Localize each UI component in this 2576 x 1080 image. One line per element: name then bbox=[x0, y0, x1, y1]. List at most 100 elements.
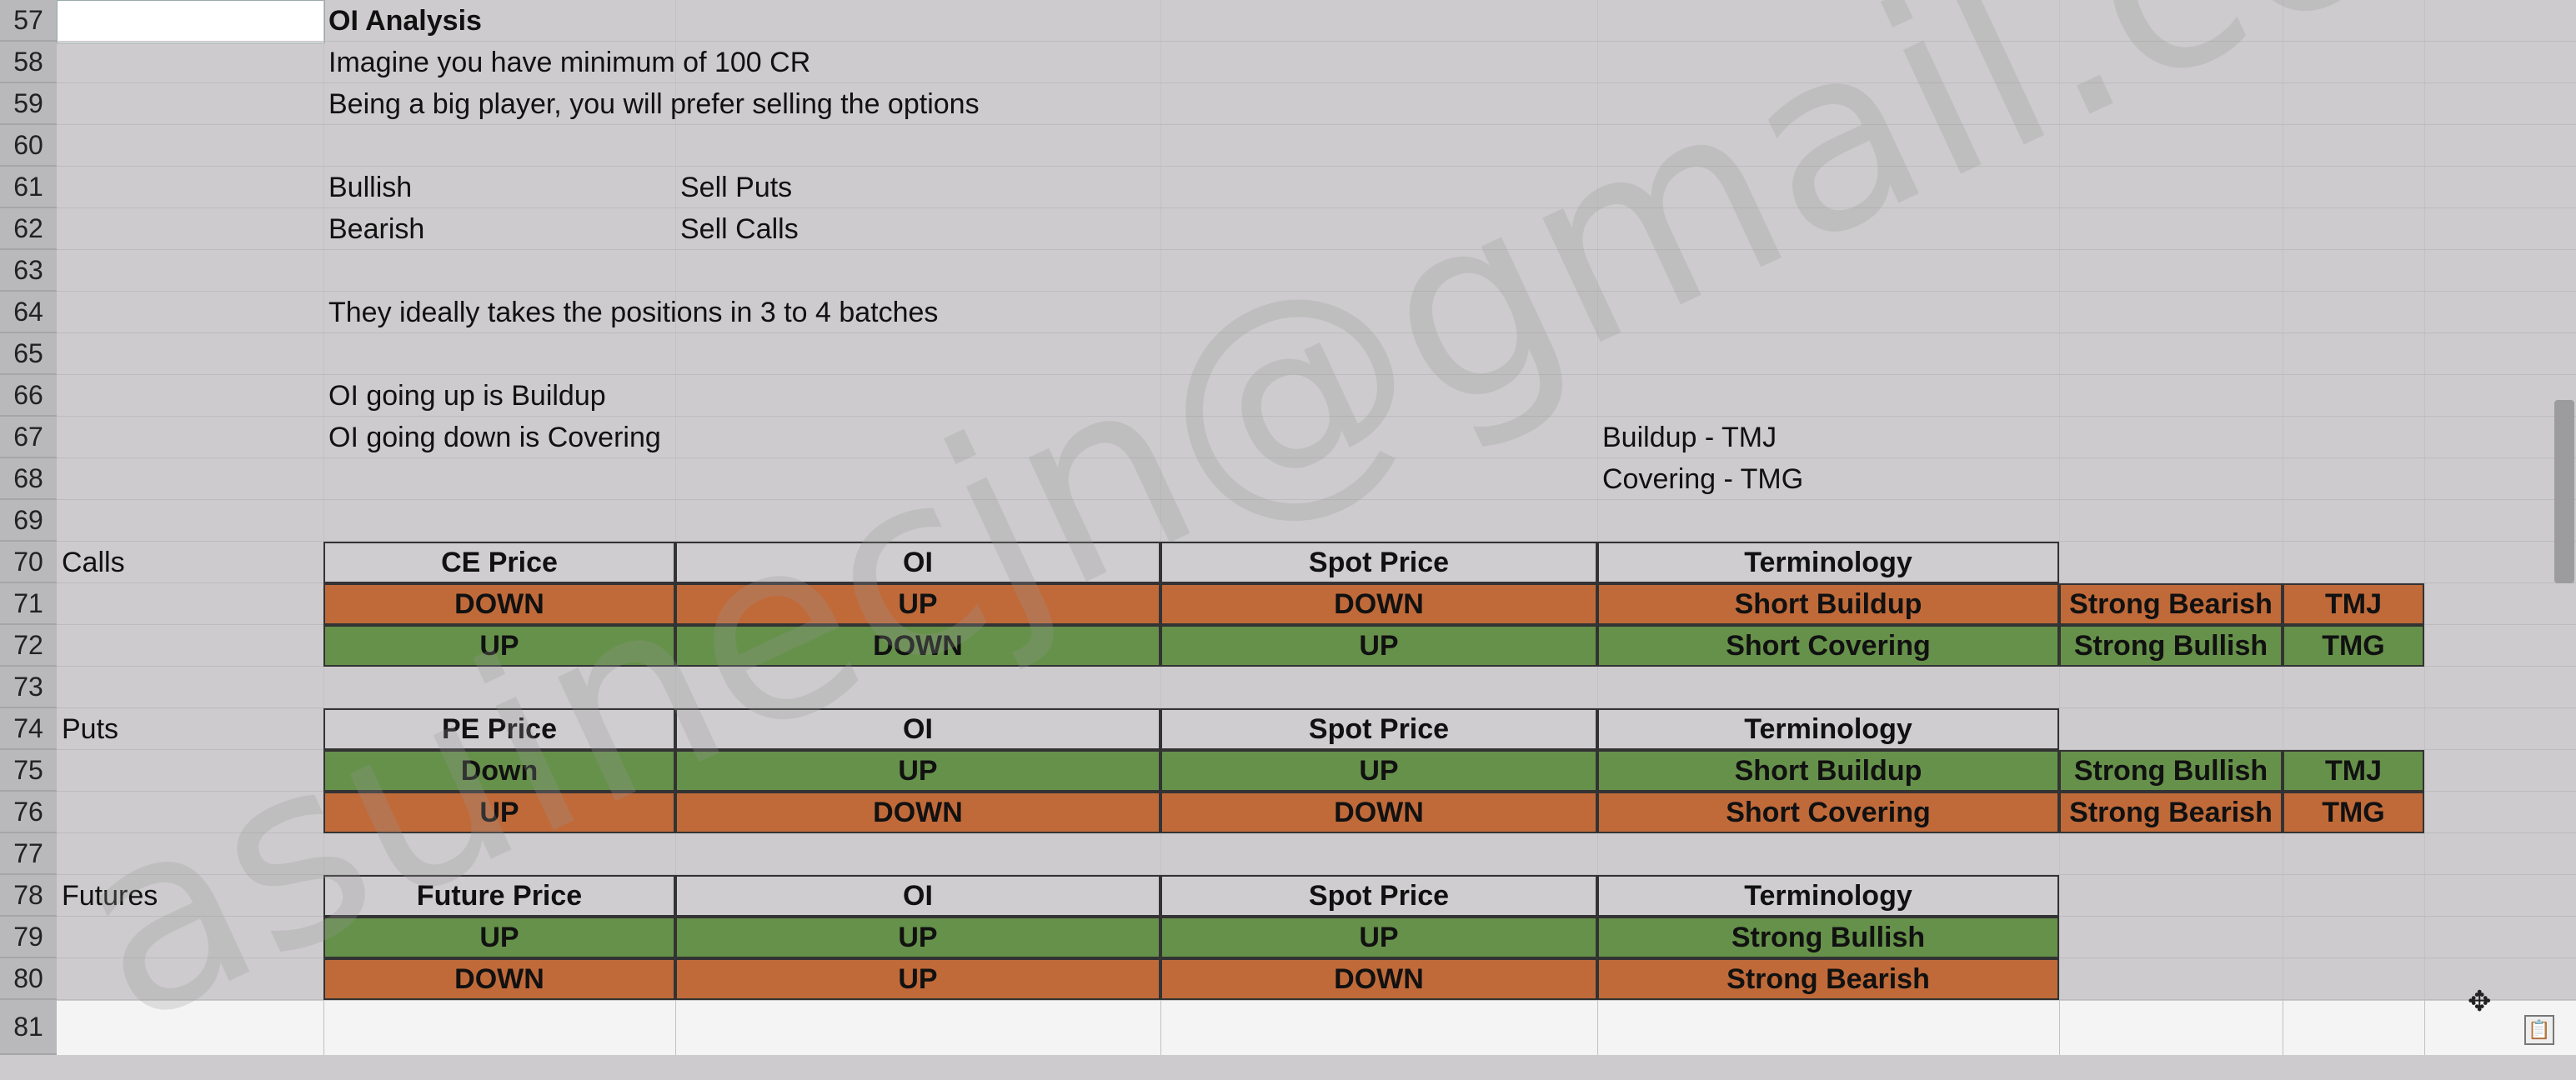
section-title[interactable]: OI Analysis bbox=[328, 4, 482, 37]
table-cell[interactable]: TMG bbox=[2283, 625, 2424, 667]
table-header-cell[interactable]: PE Price bbox=[323, 708, 675, 750]
row-header[interactable]: 58 bbox=[0, 42, 57, 83]
note-text[interactable]: Bearish bbox=[328, 212, 425, 245]
table-cell[interactable]: Short Buildup bbox=[1597, 583, 2059, 625]
table-header-cell[interactable]: Terminology bbox=[1597, 875, 2059, 917]
table-cell[interactable]: Strong Bullish bbox=[1597, 917, 2059, 958]
note-text[interactable]: Sell Puts bbox=[680, 171, 793, 203]
table-header-cell[interactable]: Spot Price bbox=[1160, 875, 1597, 917]
selected-cell[interactable] bbox=[57, 0, 325, 43]
table-cell[interactable]: UP bbox=[675, 958, 1160, 1000]
table-cell[interactable]: DOWN bbox=[323, 958, 675, 1000]
futures-label[interactable]: Futures bbox=[62, 879, 158, 912]
table-cell[interactable]: UP bbox=[323, 625, 675, 667]
column-gridline bbox=[323, 0, 324, 1055]
row-header[interactable]: 80 bbox=[0, 958, 57, 1000]
row-header[interactable]: 75 bbox=[0, 750, 57, 792]
table-cell[interactable]: DOWN bbox=[1160, 792, 1597, 833]
row-header[interactable]: 59 bbox=[0, 83, 57, 125]
table-cell[interactable]: UP bbox=[1160, 750, 1597, 792]
note-text[interactable]: Bullish bbox=[328, 171, 413, 203]
row-header[interactable]: 70 bbox=[0, 542, 57, 583]
puts-label[interactable]: Puts bbox=[62, 712, 119, 745]
row-header[interactable]: 77 bbox=[0, 833, 57, 875]
table-cell[interactable]: DOWN bbox=[323, 583, 675, 625]
note-text[interactable]: OI going down is Covering bbox=[328, 421, 661, 453]
row-header[interactable]: 61 bbox=[0, 167, 57, 208]
note-text[interactable]: Buildup - TMJ bbox=[1602, 421, 1777, 453]
table-cell[interactable]: Short Covering bbox=[1597, 625, 2059, 667]
row-gridline bbox=[57, 167, 2576, 208]
note-text[interactable]: OI going up is Buildup bbox=[328, 379, 606, 412]
row-header[interactable]: 81 bbox=[0, 1000, 57, 1055]
table-header-cell[interactable]: OI bbox=[675, 542, 1160, 583]
last-row-area[interactable] bbox=[57, 1001, 2576, 1055]
table-cell[interactable]: UP bbox=[323, 917, 675, 958]
row-header[interactable]: 69 bbox=[0, 500, 57, 542]
row-header[interactable]: 73 bbox=[0, 667, 57, 708]
table-header-cell[interactable]: Spot Price bbox=[1160, 542, 1597, 583]
row-header[interactable]: 72 bbox=[0, 625, 57, 667]
table-header-cell[interactable]: Terminology bbox=[1597, 542, 2059, 583]
table-header-cell[interactable]: OI bbox=[675, 708, 1160, 750]
row-gridline bbox=[57, 250, 2576, 292]
table-cell[interactable]: UP bbox=[1160, 917, 1597, 958]
note-text[interactable]: Imagine you have minimum of 100 CR bbox=[328, 46, 811, 78]
paste-options-icon[interactable]: 📋 bbox=[2524, 1015, 2554, 1045]
row-header[interactable]: 74 bbox=[0, 708, 57, 750]
table-cell[interactable]: UP bbox=[675, 917, 1160, 958]
row-gridline bbox=[57, 500, 2576, 542]
row-header[interactable]: 60 bbox=[0, 125, 57, 167]
table-cell[interactable]: UP bbox=[323, 792, 675, 833]
table-cell[interactable]: Strong Bullish bbox=[2059, 750, 2283, 792]
row-header[interactable]: 64 bbox=[0, 292, 57, 333]
move-cursor-icon: ✥ bbox=[2468, 986, 2492, 1018]
row-header[interactable]: 76 bbox=[0, 792, 57, 833]
table-cell[interactable]: Strong Bearish bbox=[2059, 792, 2283, 833]
row-header[interactable]: 78 bbox=[0, 875, 57, 917]
table-cell[interactable]: Down bbox=[323, 750, 675, 792]
table-cell[interactable]: DOWN bbox=[675, 792, 1160, 833]
table-cell[interactable]: DOWN bbox=[1160, 958, 1597, 1000]
row-gridline bbox=[57, 333, 2576, 375]
note-text[interactable]: Sell Calls bbox=[680, 212, 799, 245]
table-header-cell[interactable]: Spot Price bbox=[1160, 708, 1597, 750]
row-header[interactable]: 66 bbox=[0, 375, 57, 417]
table-cell[interactable]: DOWN bbox=[675, 625, 1160, 667]
note-text[interactable]: They ideally takes the positions in 3 to… bbox=[328, 296, 939, 328]
column-gridline bbox=[1597, 0, 1598, 1055]
calls-label[interactable]: Calls bbox=[62, 546, 125, 578]
row-header[interactable]: 79 bbox=[0, 917, 57, 958]
row-header[interactable]: 62 bbox=[0, 208, 57, 250]
row-header[interactable]: 71 bbox=[0, 583, 57, 625]
row-header[interactable]: 65 bbox=[0, 333, 57, 375]
note-text[interactable]: Covering - TMG bbox=[1602, 462, 1804, 495]
table-cell[interactable]: Strong Bullish bbox=[2059, 625, 2283, 667]
table-cell[interactable]: UP bbox=[1160, 625, 1597, 667]
table-header-cell[interactable]: OI bbox=[675, 875, 1160, 917]
column-gridline bbox=[2059, 0, 2060, 1055]
table-header-cell[interactable]: Terminology bbox=[1597, 708, 2059, 750]
table-cell[interactable]: Short Buildup bbox=[1597, 750, 2059, 792]
table-cell[interactable]: Short Covering bbox=[1597, 792, 2059, 833]
table-header-cell[interactable]: CE Price bbox=[323, 542, 675, 583]
row-gridline bbox=[57, 83, 2576, 125]
row-gridline bbox=[57, 292, 2576, 333]
table-cell[interactable]: DOWN bbox=[1160, 583, 1597, 625]
row-header[interactable]: 63 bbox=[0, 250, 57, 292]
row-header[interactable]: 67 bbox=[0, 417, 57, 458]
table-cell[interactable]: TMJ bbox=[2283, 583, 2424, 625]
table-cell[interactable]: TMG bbox=[2283, 792, 2424, 833]
note-text[interactable]: Being a big player, you will prefer sell… bbox=[328, 88, 980, 120]
vertical-scrollbar[interactable] bbox=[2554, 400, 2574, 583]
column-gridline bbox=[675, 0, 676, 1055]
table-cell[interactable]: TMJ bbox=[2283, 750, 2424, 792]
table-cell[interactable]: UP bbox=[675, 583, 1160, 625]
table-header-cell[interactable]: Future Price bbox=[323, 875, 675, 917]
row-header[interactable]: 68 bbox=[0, 458, 57, 500]
table-cell[interactable]: Strong Bearish bbox=[2059, 583, 2283, 625]
row-header[interactable]: 57 bbox=[0, 0, 57, 42]
table-cell[interactable]: UP bbox=[675, 750, 1160, 792]
table-cell[interactable]: Strong Bearish bbox=[1597, 958, 2059, 1000]
